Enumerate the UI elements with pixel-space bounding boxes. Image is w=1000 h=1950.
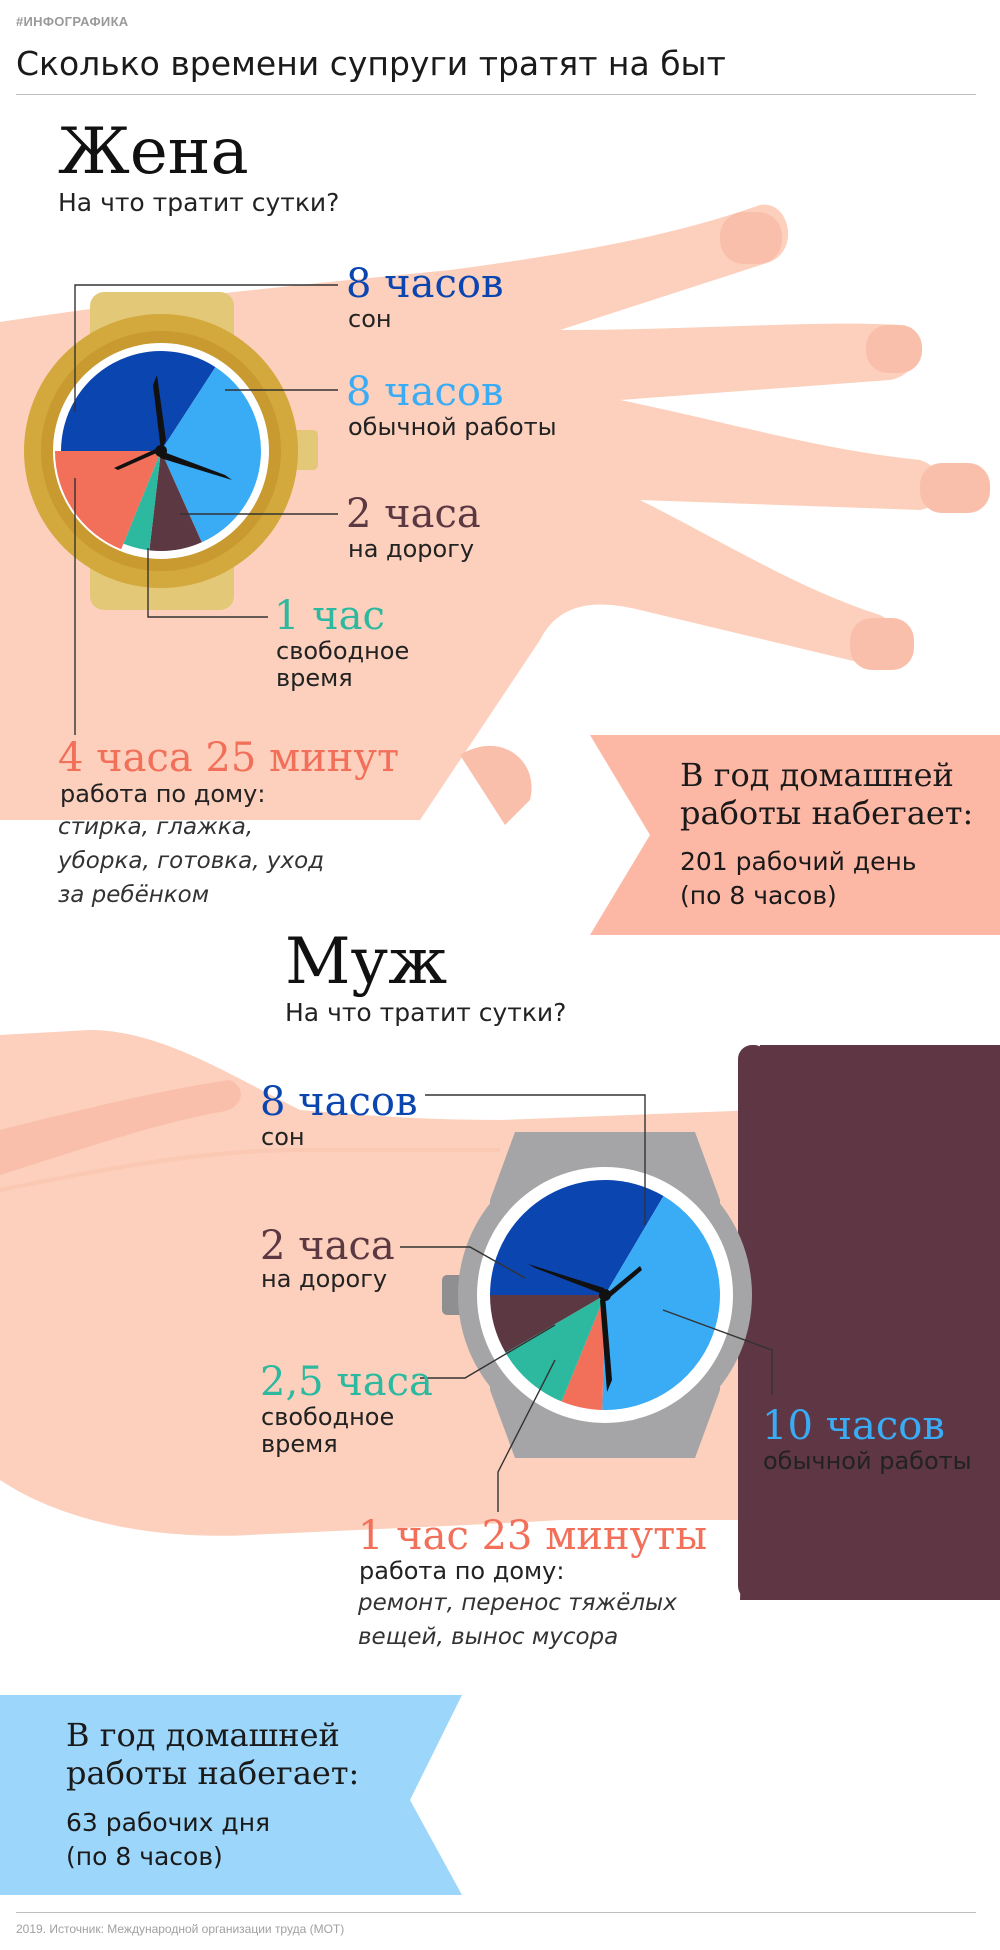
wife-leader-lines (74, 284, 338, 735)
husband-pie-slice-3 (505, 1295, 605, 1402)
wife-yearly-heading: В год домашней работы набегает: (680, 756, 974, 832)
wife-subtitle: На что тратит сутки? (58, 188, 340, 217)
husband-leader-lines (400, 1094, 773, 1512)
wife-work-amount: 8 часов (346, 369, 504, 415)
husband-commute-amount: 2 часа (260, 1223, 395, 1269)
husband-housework-amount: 1 час 23 минуты (358, 1513, 708, 1559)
source-note: 2019. Источник: Международной организаци… (16, 1922, 345, 1936)
husband-pie-slice-1 (602, 1196, 720, 1411)
husband-pie-slice-4 (490, 1295, 605, 1353)
wife-housework-label: работа по дому: (60, 780, 266, 808)
husband-pie-slice-2 (561, 1295, 605, 1410)
husband-free-label: свободное время (261, 1403, 395, 1458)
husband-sleep-label: сон (261, 1123, 305, 1151)
header-divider (16, 94, 976, 95)
wife-sleep-amount: 8 часов (346, 261, 504, 307)
wife-pie-chart (55, 351, 261, 551)
wife-watch-hands (114, 375, 232, 480)
wife-housework-amount: 4 часа 25 минут (58, 735, 400, 781)
husband-work-label: обычной работы (763, 1447, 972, 1475)
wife-free-label: свободное время (276, 637, 410, 692)
infographic-tag: #ИНФОГРАФИКА (16, 14, 129, 29)
husband-sleep-amount: 8 часов (260, 1079, 418, 1125)
wife-housework-detail: стирка, глажка, уборка, готовка, уход за… (58, 814, 325, 908)
wife-sleep-label: сон (348, 305, 392, 333)
husband-subtitle: На что тратит сутки? (285, 998, 567, 1027)
husband-housework-detail: ремонт, перенос тяжёлых вещей, вынос мус… (358, 1590, 677, 1650)
wife-pie-slice-0 (61, 351, 216, 451)
husband-work-amount: 10 часов (762, 1403, 945, 1449)
wife-commute-amount: 2 часа (346, 491, 481, 537)
wife-pie-slice-3 (123, 451, 161, 551)
husband-watch (442, 1132, 752, 1458)
wife-commute-label: на дорогу (348, 535, 475, 563)
page-title: Сколько времени супруги тратят на быт (16, 44, 726, 83)
husband-commute-label: на дорогу (261, 1265, 388, 1293)
husband-free-amount: 2,5 часа (260, 1359, 433, 1405)
wife-free-amount: 1 час (274, 593, 385, 639)
wife-pie-slice-2 (149, 451, 202, 551)
wife-title: Жена (58, 115, 249, 189)
husband-sleeve (740, 1045, 1000, 1600)
husband-yearly-box (0, 1695, 462, 1895)
wife-work-label: обычной работы (348, 413, 557, 441)
wife-pie-slice-4 (55, 451, 161, 550)
wife-watch (24, 292, 318, 610)
wife-yearly-box (590, 735, 1000, 935)
husband-yearly-heading: В год домашней работы набегает: (66, 1716, 360, 1792)
husband-watch-hands (528, 1264, 642, 1392)
husband-title: Муж (285, 925, 448, 999)
wife-yearly-text: 201 рабочий день (по 8 часов) (680, 847, 917, 910)
husband-yearly-text: 63 рабочих дня (по 8 часов) (66, 1808, 271, 1871)
wife-pie-slice-1 (161, 367, 261, 543)
husband-housework-label: работа по дому: (359, 1557, 565, 1585)
